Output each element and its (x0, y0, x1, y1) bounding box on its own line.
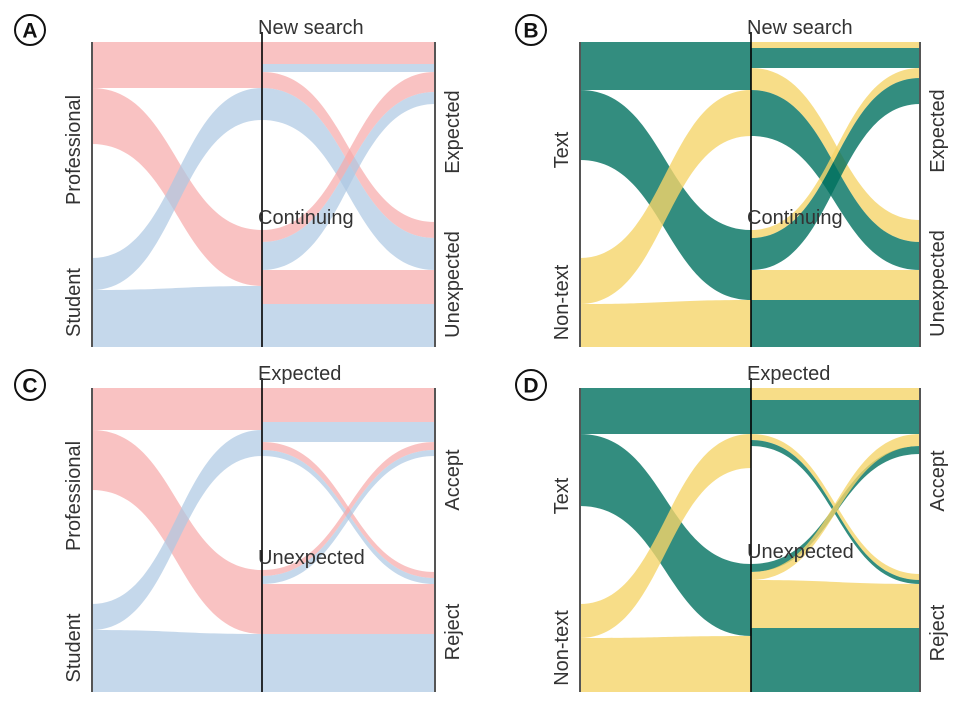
flow-left-2 (580, 90, 751, 304)
right-label-bottom: Reject (442, 603, 464, 660)
flow-right-6 (751, 270, 920, 300)
right-label-top: Accept (442, 449, 464, 511)
flow-right-1 (751, 48, 920, 68)
flow-right-7 (751, 628, 920, 692)
right-label-bottom: Unexpected (927, 230, 949, 337)
flow-right-4 (262, 442, 435, 576)
panel-c: Professional Student Accept Reject Expected U… (14, 363, 464, 692)
flow-right-6 (751, 580, 920, 628)
flow-left-0 (580, 388, 751, 434)
flow-left-0 (92, 42, 262, 88)
mid-label-top: Expected (747, 363, 830, 385)
mid-label-bottom: Continuing (747, 207, 843, 229)
flow-right-0 (262, 388, 435, 422)
right-label-bottom: Reject (927, 604, 949, 661)
flow-right-1 (751, 400, 920, 434)
panel-badge: C (14, 369, 46, 401)
mid-label-top: New search (747, 17, 853, 39)
panel-d: Text Non-text Accept Reject Expected Unexpect… (515, 363, 949, 692)
flow-left-2 (92, 88, 262, 290)
right-label-top: Accept (927, 450, 949, 512)
panel-b: Text Non-text Expected Unexpected New search… (515, 14, 949, 347)
flow-right-4 (751, 68, 920, 238)
mid-label-bottom: Unexpected (258, 547, 365, 569)
flow-left-0 (92, 388, 262, 430)
flow-right-4 (262, 72, 435, 242)
left-label-bottom: Student (63, 268, 85, 337)
flow-right-1 (262, 422, 435, 442)
flow-right-5 (262, 92, 435, 270)
panel-badge: B (515, 14, 547, 46)
left-label-bottom: Non-text (551, 610, 573, 686)
badge-letter: B (523, 20, 538, 43)
flow-left-2 (580, 434, 751, 638)
mid-label-bottom: Unexpected (747, 541, 854, 563)
right-label-bottom: Unexpected (442, 231, 464, 338)
badge-circle (515, 14, 547, 46)
flow-right-0 (751, 388, 920, 400)
flow-right-7 (262, 634, 435, 692)
left-label-top: Text (551, 131, 573, 168)
flow-right-5 (751, 78, 920, 270)
flow-left-3 (92, 630, 262, 692)
mid-label-bottom: Continuing (258, 207, 354, 229)
flow-left-3 (580, 300, 751, 347)
mid-label-top: New search (258, 17, 364, 39)
panel-a: Professional Student Expected Unexpected New… (14, 14, 464, 347)
panel-badge: D (515, 369, 547, 401)
flow-right-6 (262, 584, 435, 634)
flow-left-0 (580, 42, 751, 90)
badge-letter: A (22, 20, 37, 43)
flow-left-3 (92, 286, 262, 347)
flow-left-2 (92, 430, 262, 630)
flow-right-0 (751, 42, 920, 48)
flow-right-7 (751, 300, 920, 347)
flow-right-5 (262, 450, 435, 584)
right-label-top: Expected (442, 90, 464, 173)
flow-right-5 (751, 434, 920, 580)
badge-circle (515, 369, 547, 401)
mid-label-top: Expected (258, 363, 341, 385)
flow-left-3 (580, 636, 751, 692)
panel-badge: A (14, 14, 46, 46)
left-label-bottom: Non-text (551, 264, 573, 340)
badge-letter: D (523, 375, 538, 398)
badge-circle (14, 14, 46, 46)
flow-right-1 (262, 64, 435, 72)
badge-letter: C (22, 375, 37, 398)
flow-right-0 (262, 42, 435, 64)
flow-right-7 (262, 304, 435, 347)
left-label-top: Professional (63, 95, 85, 205)
badge-circle (14, 369, 46, 401)
flow-right-6 (262, 270, 435, 304)
left-label-bottom: Student (63, 613, 85, 682)
left-label-top: Text (551, 477, 573, 514)
left-label-top: Professional (63, 441, 85, 551)
right-label-top: Expected (927, 89, 949, 172)
